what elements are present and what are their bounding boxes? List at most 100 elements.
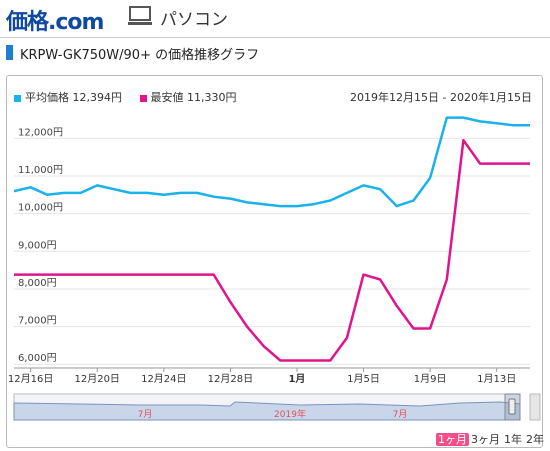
period-2y[interactable]: 2年 xyxy=(526,433,544,446)
legend-label-avg: 平均価格 12,394円 xyxy=(25,91,122,104)
data-point xyxy=(130,192,132,194)
data-point xyxy=(113,274,115,276)
y-tick-label: 12,000円 xyxy=(18,127,63,138)
data-point xyxy=(496,163,498,165)
data-point xyxy=(63,192,65,194)
period-1m[interactable]: 1ヶ月 xyxy=(436,433,469,446)
y-tick-label: 10,000円 xyxy=(18,203,63,214)
data-point xyxy=(463,117,465,119)
x-tick-label: 1月 xyxy=(288,373,305,385)
data-point xyxy=(363,185,365,187)
data-point xyxy=(113,188,115,190)
data-point xyxy=(63,274,65,276)
data-point xyxy=(513,124,515,126)
data-point xyxy=(446,117,448,119)
data-point xyxy=(80,192,82,194)
data-point xyxy=(296,205,298,207)
x-tick-label: 12月28日 xyxy=(208,373,253,385)
y-tick-label: 8,000円 xyxy=(18,278,57,289)
x-tick-label: 1月13日 xyxy=(477,373,516,385)
y-tick-label: 9,000円 xyxy=(18,240,57,251)
data-point xyxy=(496,122,498,124)
data-point xyxy=(280,360,282,362)
date-range-label: 2019年12月15日 - 2020年1月15日 xyxy=(350,91,532,104)
pc-icon xyxy=(128,6,152,25)
data-point xyxy=(230,301,232,303)
data-point xyxy=(296,360,298,362)
data-point xyxy=(180,274,182,276)
data-point xyxy=(346,192,348,194)
navigator-scrollbar xyxy=(529,393,541,421)
chart-panel xyxy=(6,75,543,448)
x-tick-label: 12月20日 xyxy=(74,373,119,385)
legend-swatch-avg xyxy=(14,94,21,102)
data-point xyxy=(263,203,265,205)
data-point xyxy=(379,188,381,190)
data-point xyxy=(280,205,282,207)
data-point xyxy=(463,139,465,141)
data-point xyxy=(329,200,331,202)
data-point xyxy=(246,202,248,204)
chart-title-bar: KRPW-GK750W/90+ の価格推移グラフ xyxy=(0,37,550,65)
data-point xyxy=(163,274,165,276)
x-tick-label: 12月16日 xyxy=(8,373,53,385)
data-point xyxy=(313,360,315,362)
data-point xyxy=(246,326,248,328)
data-point xyxy=(446,279,448,281)
navigator-series xyxy=(13,401,521,421)
legend-label-min: 最安値 11,330円 xyxy=(150,91,237,104)
data-point xyxy=(13,274,15,276)
data-point xyxy=(479,121,481,123)
data-point xyxy=(313,203,315,205)
data-point xyxy=(329,360,331,362)
kakaku-logo[interactable]: 価格.com xyxy=(6,10,104,35)
legend-item-avg[interactable]: 平均価格 12,394円 xyxy=(14,89,122,105)
data-point xyxy=(413,328,415,330)
data-point xyxy=(230,198,232,200)
x-tick-label: 1月5日 xyxy=(347,373,380,385)
period-1y[interactable]: 1年 xyxy=(504,433,522,446)
legend-item-min[interactable]: 最安値 11,330円 xyxy=(139,89,237,105)
data-point xyxy=(96,274,98,276)
navigator-label: 7月 xyxy=(138,409,153,420)
x-tick-label: 1月9日 xyxy=(414,373,447,385)
data-point xyxy=(196,274,198,276)
data-point xyxy=(46,274,48,276)
data-point xyxy=(529,163,531,165)
legend-swatch-min xyxy=(139,94,147,102)
data-point xyxy=(196,192,198,194)
series-line-avg xyxy=(13,116,530,208)
navigator-handle xyxy=(508,398,516,415)
data-point xyxy=(263,345,265,347)
navigator-label: 2019年 xyxy=(274,408,306,420)
period-3m[interactable]: 3ヶ月 xyxy=(471,433,500,446)
data-point xyxy=(80,274,82,276)
data-point xyxy=(529,124,531,126)
data-point xyxy=(513,163,515,165)
data-point xyxy=(213,274,215,276)
navigator-label: 7月 xyxy=(393,409,408,420)
data-point xyxy=(213,196,215,198)
data-point xyxy=(396,305,398,307)
title-accent xyxy=(6,45,13,60)
data-point xyxy=(146,192,148,194)
period-selector: 1ヶ月 3ヶ月 1年 2年 xyxy=(436,431,546,447)
page-title: KRPW-GK750W/90+ の価格推移グラフ xyxy=(20,48,260,63)
data-point xyxy=(479,163,481,165)
y-tick-label: 11,000円 xyxy=(18,165,63,176)
data-point xyxy=(363,274,365,276)
data-point xyxy=(46,194,48,196)
data-point xyxy=(346,337,348,339)
data-point xyxy=(379,279,381,281)
category-label[interactable]: パソコン xyxy=(160,10,228,30)
series-line-min xyxy=(14,138,530,362)
data-point xyxy=(413,200,415,202)
y-tick-label: 6,000円 xyxy=(18,353,57,364)
data-point xyxy=(30,186,32,188)
data-point xyxy=(163,194,165,196)
chart-legend: 平均価格 12,394円 最安値 11,330円 xyxy=(14,89,251,105)
data-point xyxy=(13,190,15,192)
data-point xyxy=(180,192,182,194)
data-point xyxy=(396,205,398,207)
